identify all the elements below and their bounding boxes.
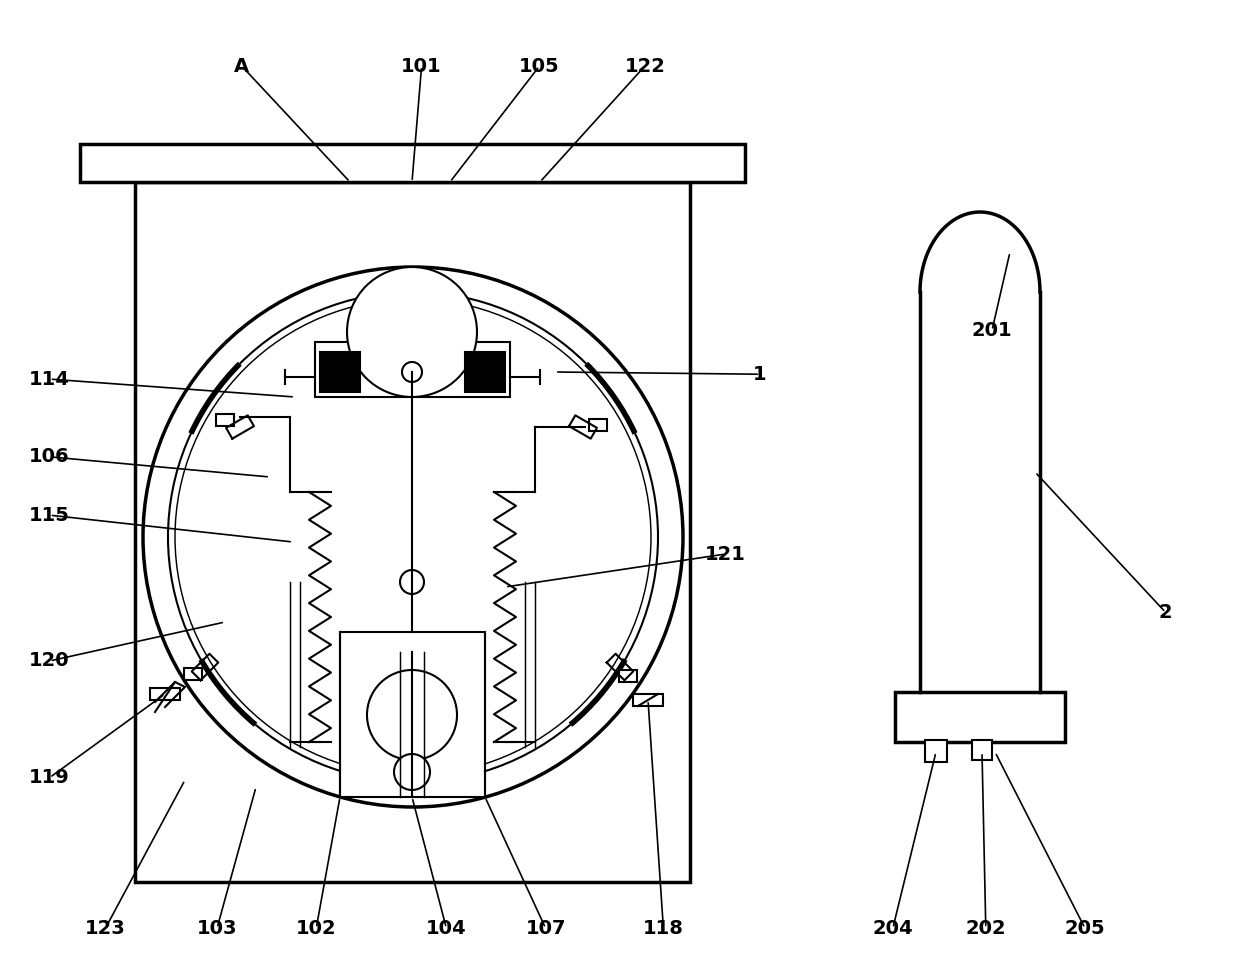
Text: 104: 104 <box>427 919 466 938</box>
Bar <box>972 740 992 760</box>
Text: 106: 106 <box>30 447 69 467</box>
Bar <box>340 632 485 797</box>
Text: 122: 122 <box>625 56 665 76</box>
Bar <box>465 352 505 392</box>
Bar <box>150 688 180 700</box>
Text: 201: 201 <box>972 321 1012 340</box>
Text: 204: 204 <box>873 919 913 938</box>
Bar <box>925 740 947 762</box>
Bar <box>184 668 202 680</box>
Text: 121: 121 <box>706 544 745 564</box>
Bar <box>216 414 234 426</box>
Text: A: A <box>234 56 249 76</box>
Circle shape <box>347 267 477 397</box>
Bar <box>320 352 360 392</box>
Circle shape <box>143 267 683 807</box>
Bar <box>619 670 637 682</box>
Bar <box>632 694 663 706</box>
Text: 202: 202 <box>966 919 1006 938</box>
Text: 2: 2 <box>1159 603 1172 622</box>
Text: 114: 114 <box>30 369 69 389</box>
Text: 1: 1 <box>754 364 766 384</box>
Text: 103: 103 <box>197 919 237 938</box>
Circle shape <box>367 670 458 760</box>
Bar <box>315 342 510 397</box>
Text: 120: 120 <box>30 651 69 671</box>
Text: 101: 101 <box>402 56 441 76</box>
Bar <box>135 182 689 882</box>
Bar <box>81 144 745 182</box>
Text: 105: 105 <box>520 56 559 76</box>
Bar <box>589 419 608 431</box>
Text: 107: 107 <box>526 919 565 938</box>
Bar <box>895 692 1065 742</box>
Circle shape <box>402 362 422 382</box>
Circle shape <box>394 754 430 790</box>
Text: 102: 102 <box>296 919 336 938</box>
Text: 115: 115 <box>30 505 69 525</box>
Circle shape <box>401 570 424 594</box>
Text: 119: 119 <box>30 768 69 787</box>
Text: 205: 205 <box>1065 919 1105 938</box>
Text: 118: 118 <box>644 919 683 938</box>
Text: 123: 123 <box>86 919 125 938</box>
